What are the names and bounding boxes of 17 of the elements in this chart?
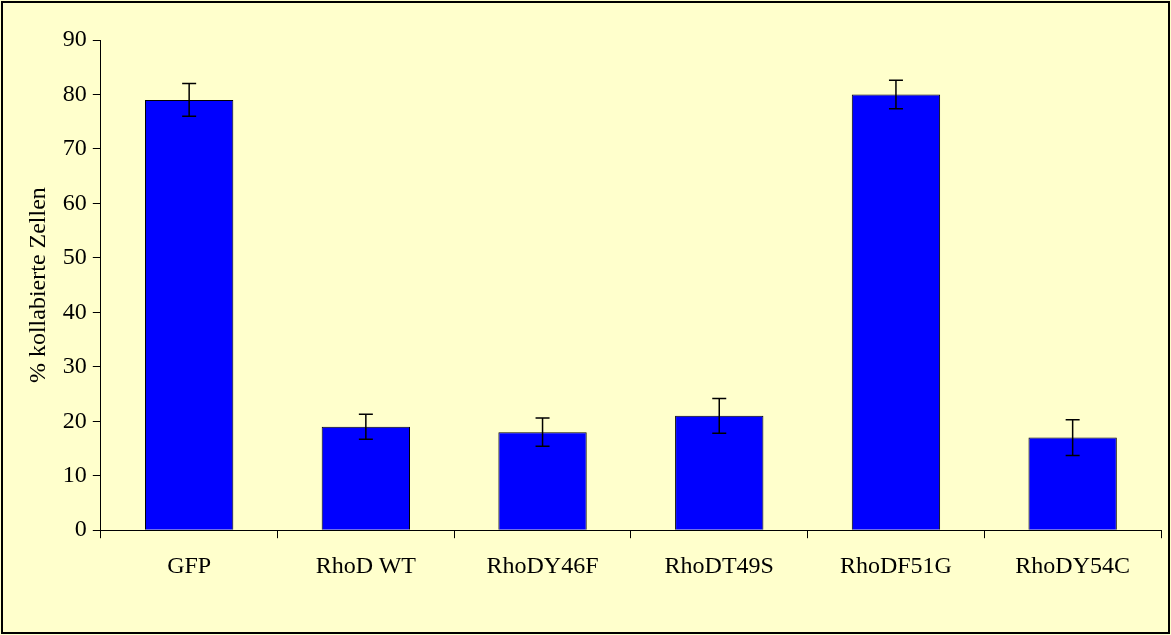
y-tick-label: 50	[62, 243, 87, 270]
y-tick-label: 80	[62, 79, 87, 106]
x-tick-label: RhoDT49S	[664, 551, 774, 578]
y-tick-label: 0	[74, 515, 87, 542]
x-tick-label: GFP	[167, 551, 212, 578]
y-tick-label: 60	[62, 188, 87, 215]
x-tick-label: RhoDF51G	[839, 551, 952, 578]
y-tick-label: 20	[62, 406, 87, 433]
y-tick-label: 10	[62, 461, 87, 488]
x-tick-label: RhoDY46F	[486, 551, 599, 578]
y-tick-label: 40	[62, 297, 87, 324]
y-axis-title: % kollabierte Zellen	[23, 187, 50, 384]
x-tick-label: RhoD WT	[315, 551, 417, 578]
x-tick-label: RhoDY54C	[1015, 551, 1130, 578]
y-tick-label: 90	[62, 25, 87, 52]
y-tick-label: 70	[62, 134, 87, 161]
y-tick-label: 30	[62, 352, 87, 379]
